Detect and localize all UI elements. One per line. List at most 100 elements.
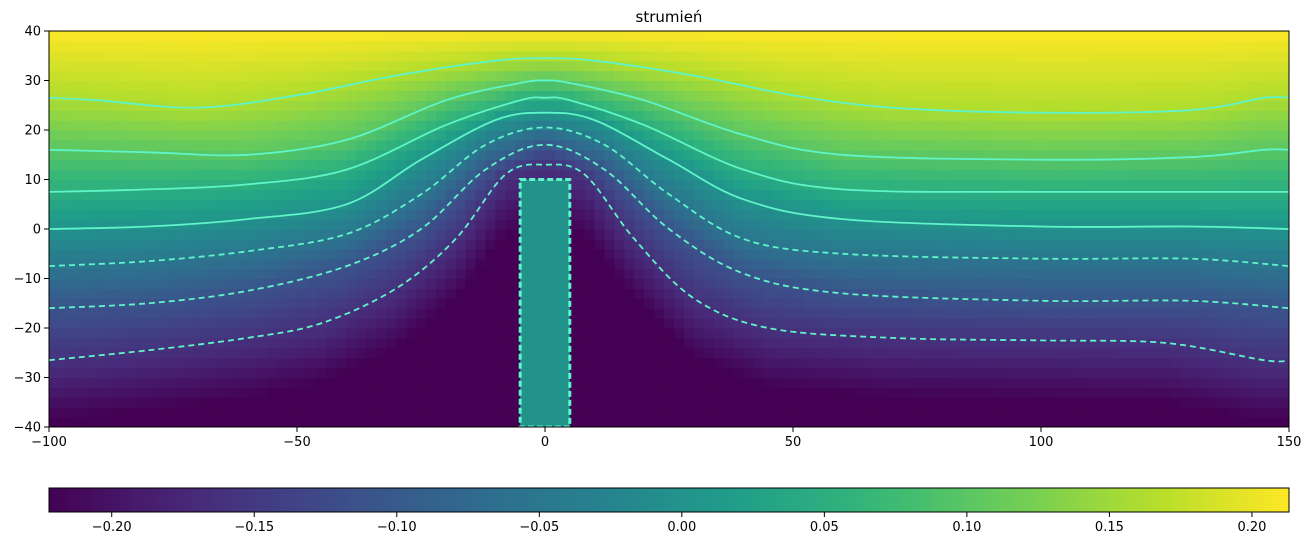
heatmap-cell [1249, 387, 1260, 398]
heatmap-cell [495, 407, 506, 418]
heatmap-cell [673, 337, 685, 349]
heatmap-cell [1199, 347, 1211, 359]
heatmap-cell [654, 258, 665, 270]
heatmap-cell [1110, 387, 1121, 398]
heatmap-cell [634, 31, 645, 42]
heatmap-cell [723, 90, 735, 101]
heatmap-cell [1130, 70, 1141, 82]
heatmap-cell [1080, 70, 1092, 82]
heatmap-cell [1120, 397, 1131, 408]
heatmap-cell [624, 179, 635, 190]
heatmap-cell [535, 80, 546, 91]
heatmap-cell [902, 120, 913, 131]
heatmap-cell [197, 80, 209, 91]
heatmap-cell [812, 100, 824, 111]
heatmap-cell [455, 337, 467, 349]
heatmap-cell [634, 90, 645, 101]
heatmap-cell [217, 308, 229, 319]
heatmap-cell [297, 110, 308, 121]
heatmap-cell [683, 417, 695, 427]
heatmap-cell [406, 189, 417, 200]
heatmap-cell [306, 100, 318, 111]
heatmap-cell [227, 209, 239, 220]
heatmap-cell [346, 278, 358, 289]
heatmap-cell [713, 417, 725, 427]
heatmap-cell [882, 159, 893, 171]
heatmap-cell [693, 397, 705, 408]
heatmap-cell [683, 80, 695, 91]
heatmap-cell [1269, 209, 1280, 220]
heatmap-cell [366, 337, 377, 349]
heatmap-cell [1269, 80, 1280, 91]
heatmap-cell [406, 70, 417, 82]
heatmap-cell [1140, 139, 1151, 151]
heatmap-cell [217, 377, 229, 388]
heatmap-cell [743, 288, 754, 299]
heatmap-cell [207, 308, 219, 319]
heatmap-cell [326, 367, 338, 379]
heatmap-cell [1130, 50, 1141, 62]
heatmap-cell [703, 130, 715, 141]
heatmap-cell [902, 189, 913, 200]
heatmap-cell [1239, 288, 1250, 299]
heatmap-cell [1070, 298, 1082, 309]
heatmap-cell [594, 90, 606, 101]
heatmap-cell [1100, 417, 1112, 427]
heatmap-cell [773, 417, 784, 427]
heatmap-cell [554, 90, 566, 101]
heatmap-cell [197, 248, 209, 260]
heatmap-cell [247, 328, 258, 339]
heatmap-cell [227, 268, 239, 280]
heatmap-cell [912, 120, 923, 131]
heatmap-cell [207, 298, 219, 309]
heatmap-cell [465, 229, 477, 240]
heatmap-cell [1219, 90, 1231, 101]
heatmap-cell [1080, 100, 1092, 111]
heatmap-cell [892, 248, 903, 260]
heatmap-cell [1041, 120, 1052, 131]
heatmap-cell [763, 337, 774, 349]
heatmap-cell [1209, 199, 1221, 210]
heatmap-cell [68, 169, 80, 181]
heatmap-cell [951, 248, 963, 260]
heatmap-cell [168, 278, 179, 289]
heatmap-cell [733, 268, 744, 280]
heatmap-cell [515, 100, 526, 111]
heatmap-cell [1199, 258, 1211, 270]
heatmap-cell [634, 80, 645, 91]
heatmap-cell [465, 288, 477, 299]
heatmap-cell [88, 407, 100, 418]
heatmap-cell [435, 407, 447, 418]
heatmap-cell [753, 100, 764, 111]
heatmap-cell [217, 407, 229, 418]
heatmap-cell [326, 40, 338, 52]
heatmap-cell [1209, 90, 1221, 101]
heatmap-cell [177, 90, 189, 101]
heatmap-cell [1239, 357, 1250, 369]
heatmap-cell [743, 50, 754, 62]
heatmap-cell [336, 50, 348, 62]
heatmap-cell [316, 209, 328, 220]
heatmap-cell [455, 238, 467, 250]
heatmap-cell [1160, 328, 1171, 339]
heatmap-cell [673, 308, 685, 319]
heatmap-cell [58, 209, 70, 220]
heatmap-cell [664, 417, 675, 427]
heatmap-cell [902, 328, 913, 339]
heatmap-cell [158, 110, 169, 121]
heatmap-cell [1060, 238, 1072, 250]
heatmap-cell [78, 238, 90, 250]
heatmap-cell [336, 397, 348, 408]
heatmap-cell [842, 377, 854, 388]
heatmap-cell [88, 278, 100, 289]
heatmap-cell [703, 318, 715, 329]
heatmap-cell [138, 50, 149, 62]
heatmap-cell [604, 229, 616, 240]
heatmap-cell [138, 199, 149, 210]
heatmap-cell [912, 298, 923, 309]
heatmap-cell [58, 268, 70, 280]
heatmap-cell [98, 110, 110, 121]
heatmap-cell [931, 328, 943, 339]
heatmap-cell [49, 357, 60, 369]
heatmap-cell [207, 130, 219, 141]
